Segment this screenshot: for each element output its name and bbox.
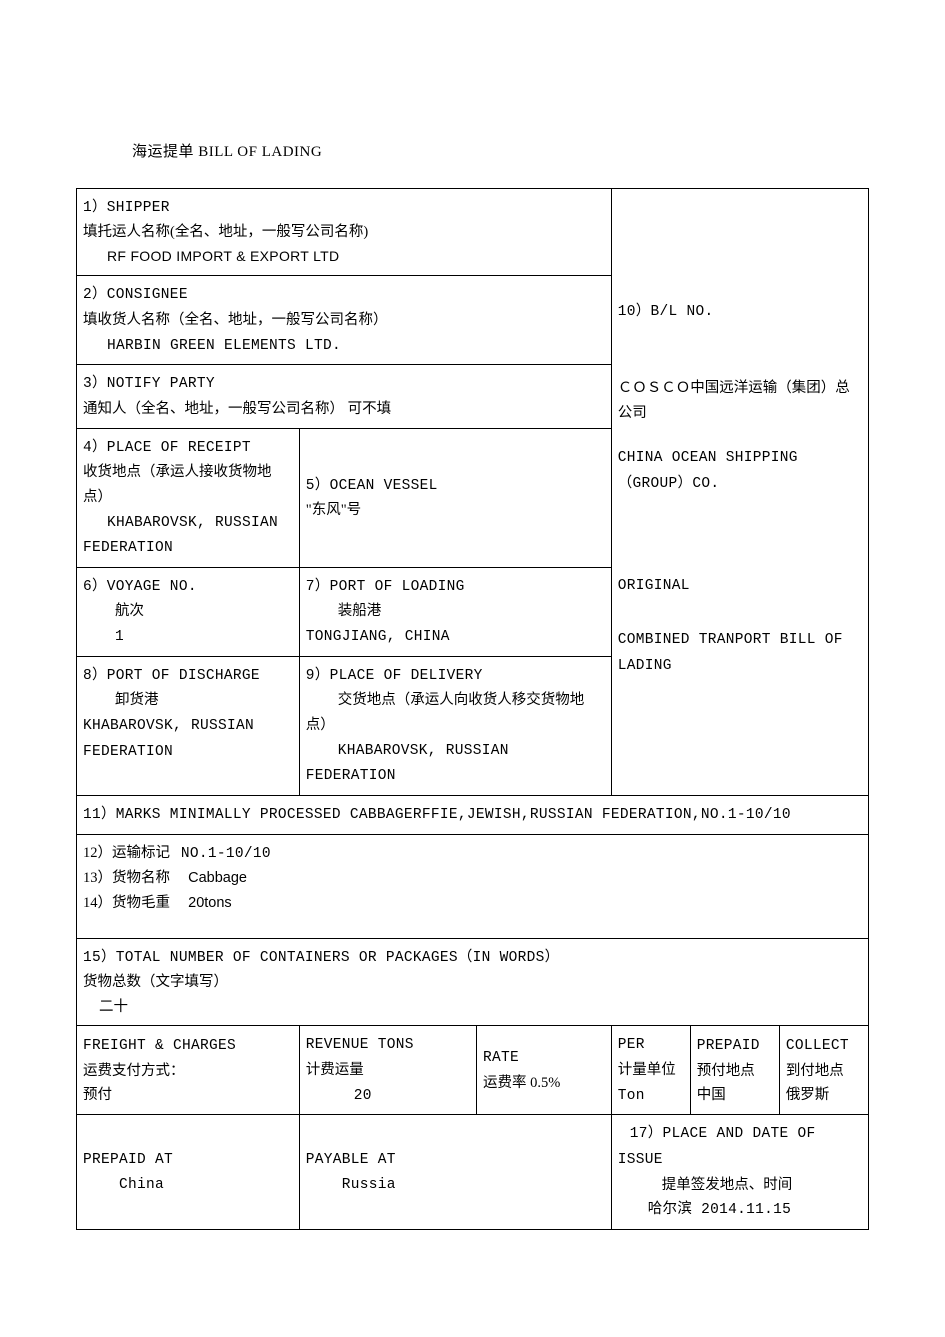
freight-cell: FREIGHT & CHARGES 运费支付方式： 预付 [77,1026,300,1115]
place-delivery-cell: 9）PLACE OF DELIVERY 交货地点（承运人向收货人移交货物地点） … [299,656,611,795]
notify-label: 3）NOTIFY PARTY [83,376,215,392]
port-loading-label: 7）PORT OF LOADING [306,579,465,595]
port-discharge-desc: 卸货港 [83,688,159,713]
gross-weight-value: 20tons [188,895,232,911]
blno-label: 10）B/L NO. [618,304,714,320]
ocean-vessel-value: "东风"号 [306,502,361,518]
consignee-value: HARBIN GREEN ELEMENTS LTD. [83,334,341,359]
place-delivery-label: 9）PLACE OF DELIVERY [306,668,483,684]
mark-no-label: 12）运输标记 [83,845,170,861]
revenue-l2: 计费运量 [306,1062,364,1078]
issue-l1: 17）PLACE AND DATE OF ISSUE [618,1126,816,1168]
issue-l3: 哈尔滨 2014.11.15 [618,1202,791,1218]
revenue-l1: REVENUE TONS [306,1037,414,1053]
place-delivery-v2: FEDERATION [306,768,396,784]
freight-l3: 预付 [83,1087,112,1103]
consignee-desc: 填收货人名称（全名、地址，一般写公司名称） [83,312,388,328]
mark-no-value: NO.1-10/10 [181,846,271,862]
revenue-l3: 20 [306,1088,372,1104]
collect-cell: COLLECT 到付地点 俄罗斯 [779,1026,868,1115]
port-loading-desc: 装船港 [306,599,382,624]
ocean-vessel-label: 5）OCEAN VESSEL [306,478,438,494]
goods-name-label: 13）货物名称 [83,870,170,886]
goods-name-value: Cabbage [188,870,247,886]
total-label: 15）TOTAL NUMBER OF CONTAINERS OR PACKAGE… [83,950,559,966]
prepaid-cell: PREPAID 预付地点 中国 [690,1026,779,1115]
per-l3: Ton [618,1088,645,1104]
consignee-cell: 2）CONSIGNEE 填收货人名称（全名、地址，一般写公司名称） HARBIN… [77,276,612,365]
voyage-desc: 航次 [83,599,144,624]
place-delivery-v1: KHABAROVSK, RUSSIAN [306,743,509,759]
voyage-label: 6）VOYAGE NO. [83,579,197,595]
port-loading-cell: 7）PORT OF LOADING 装船港 TONGJIANG, CHINA [299,567,611,656]
prepaid-l2: 预付地点 [697,1063,755,1079]
place-receipt-cell: 4）PLACE OF RECEIPT 收货地点（承运人接收货物地点） KHABA… [77,428,300,567]
shipper-cell: 1）SHIPPER 填托运人名称(全名、地址，一般写公司名称) RF FOOD … [77,188,612,276]
issue-l2: 提单签发地点、时间 [618,1177,793,1193]
prepaid-at-l1: PREPAID AT [83,1152,173,1168]
notify-desc: 通知人（全名、地址，一般写公司名称） 可不填 [83,401,391,417]
per-l1: PER [618,1037,645,1053]
collect-l2: 到付地点 [786,1063,844,1079]
voyage-value: 1 [83,625,124,650]
collect-l1: COLLECT [786,1038,849,1054]
total-cell: 15）TOTAL NUMBER OF CONTAINERS OR PACKAGE… [77,938,869,1026]
prepaid-l1: PREPAID [697,1038,760,1054]
gross-weight-label: 14）货物毛重 [83,895,170,911]
consignee-label: 2）CONSIGNEE [83,287,188,303]
voyage-cell: 6）VOYAGE NO. 航次 1 [77,567,300,656]
per-cell: PER 计量单位 Ton [611,1026,690,1115]
shipper-value: RF FOOD IMPORT & EXPORT LTD [83,245,339,269]
payable-at-l2: Russia [306,1177,396,1193]
port-discharge-v1: KHABAROVSK, RUSSIAN [83,718,254,734]
notify-cell: 3）NOTIFY PARTY 通知人（全名、地址，一般写公司名称） 可不填 [77,365,612,428]
payable-at-l1: PAYABLE AT [306,1152,396,1168]
rate-cell: RATE 运费率 0.5% [477,1026,612,1115]
rate-l2: 运费率 0.5% [483,1075,560,1091]
shipper-label: 1）SHIPPER [83,200,170,216]
bill-of-lading-table: 1）SHIPPER 填托运人名称(全名、地址，一般写公司名称) RF FOOD … [76,188,869,1230]
goods-cell: 12）运输标记 NO.1-10/10 13）货物名称 Cabbage 14）货物… [77,834,869,938]
cosco-cn-label: ＣＯＳＣＯ [618,380,691,396]
shipper-desc: 填托运人名称(全名、地址，一般写公司名称) [83,224,368,240]
bl-right-upper: 10）B/L NO. ＣＯＳＣＯ中国远洋运输（集团）总公司 CHINA OCEA… [611,188,868,567]
issue-cell: 17）PLACE AND DATE OF ISSUE 提单签发地点、时间 哈尔滨… [611,1115,868,1230]
revenue-cell: REVENUE TONS 计费运量 20 [299,1026,476,1115]
place-delivery-desc: 交货地点（承运人向收货人移交货物地点） [306,692,585,733]
place-receipt-label: 4）PLACE OF RECEIPT [83,440,251,456]
prepaid-at-cell: PREPAID AT China [77,1115,300,1230]
combined-label: COMBINED TRANPORT BILL OF LADING [618,632,843,674]
marks-cell: 11）MARKS MINIMALLY PROCESSED CABBAGERFFI… [77,795,869,834]
ocean-vessel-cell: 5）OCEAN VESSEL "东风"号 [299,428,611,567]
port-discharge-label: 8）PORT OF DISCHARGE [83,668,260,684]
document-title: 海运提单 BILL OF LADING [132,140,869,166]
total-value: 二十 [83,999,128,1015]
port-discharge-v2: FEDERATION [83,744,173,760]
per-l2: 计量单位 [618,1062,676,1078]
marks-value: 11）MARKS MINIMALLY PROCESSED CABBAGERFFI… [83,807,791,823]
original-label: ORIGINAL [618,578,690,594]
freight-l1: FREIGHT & CHARGES [83,1038,236,1054]
payable-at-cell: PAYABLE AT Russia [299,1115,611,1230]
prepaid-l3: 中国 [697,1087,726,1103]
freight-l2: 运费支付方式： [83,1063,185,1079]
total-desc: 货物总数（文字填写） [83,974,228,990]
place-receipt-v2: FEDERATION [83,540,173,556]
port-discharge-cell: 8）PORT OF DISCHARGE 卸货港 KHABAROVSK, RUSS… [77,656,300,795]
rate-l1: RATE [483,1050,519,1066]
prepaid-at-l2: China [83,1177,164,1193]
collect-l3: 俄罗斯 [786,1087,830,1103]
cosco-en-label: CHINA OCEAN SHIPPING（GROUP）CO. [618,450,798,492]
place-receipt-v1: KHABAROVSK, RUSSIAN [83,511,278,536]
place-receipt-desc: 收货地点（承运人接收货物地点） [83,464,272,505]
bl-right-lower: ORIGINAL COMBINED TRANPORT BILL OF LADIN… [611,567,868,795]
port-loading-value: TONGJIANG, CHINA [306,629,450,645]
